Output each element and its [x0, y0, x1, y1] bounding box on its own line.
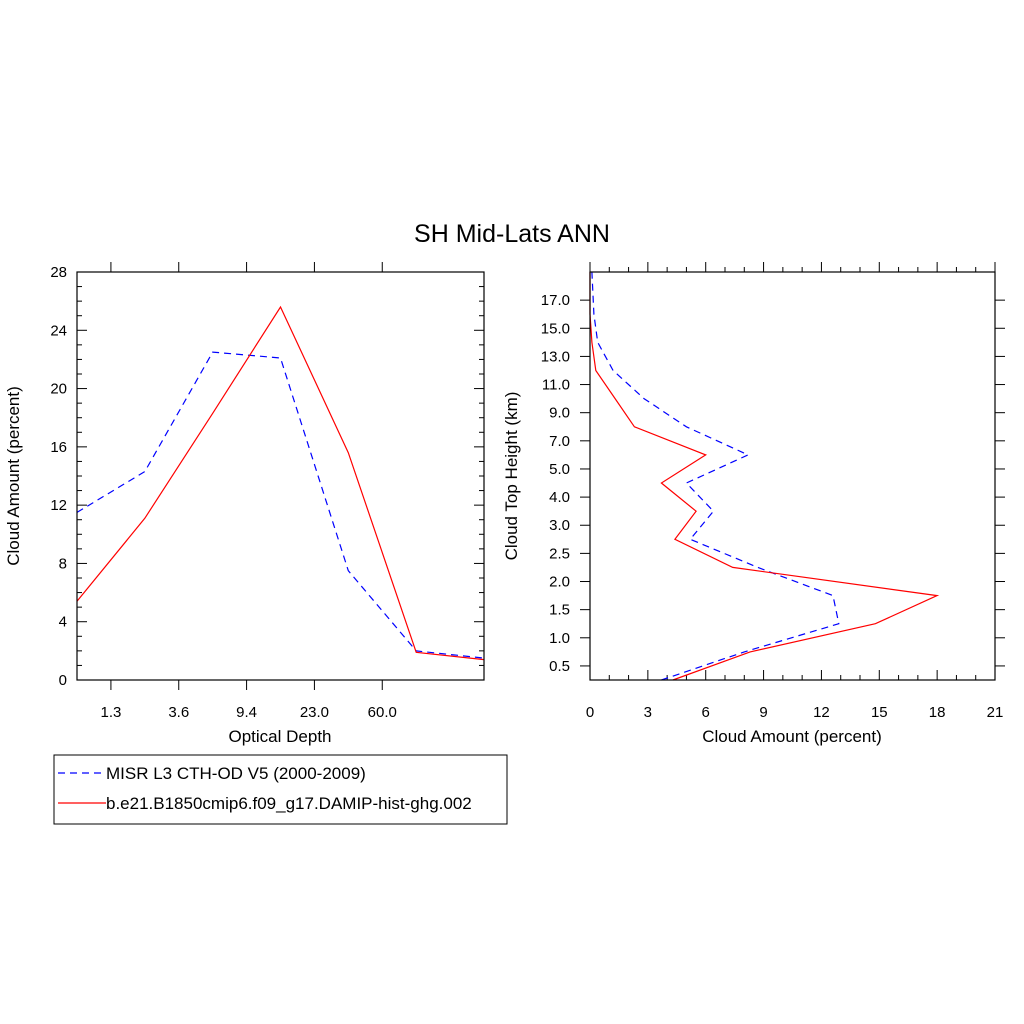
left-series-model-line — [76, 305, 485, 661]
right-y-tick-label: 3.0 — [549, 517, 570, 534]
left-x-tick-label: 23.0 — [300, 704, 329, 721]
right-x-tick-label: 21 — [987, 704, 1004, 721]
left-y-tick-label: 28 — [50, 264, 67, 281]
right-x-tick-label: 0 — [586, 704, 594, 721]
right-y-tick-label: 2.5 — [549, 545, 570, 562]
right-y-tick-label: 11.0 — [542, 377, 570, 394]
left-y-tick-label: 16 — [50, 439, 67, 456]
right-x-axis-label: Cloud Amount (percent) — [702, 727, 882, 746]
legend: MISR L3 CTH-OD V5 (2000-2009) b.e21.B185… — [53, 754, 508, 825]
left-series-obs-line — [76, 351, 485, 659]
legend-label-obs: MISR L3 CTH-OD V5 (2000-2009) — [106, 764, 366, 783]
right-plot-frame — [589, 271, 996, 681]
right-y-tick-label: 15.0 — [541, 320, 570, 337]
right-y-tick-label: 4.0 — [549, 489, 570, 506]
left-x-tick-label: 60.0 — [368, 704, 397, 721]
left-x-tick-label: 3.6 — [168, 704, 189, 721]
left-y-tick-label: 0 — [59, 672, 67, 689]
legend-label-model: b.e21.B1850cmip6.f09_g17.DAMIP-hist-ghg.… — [106, 794, 472, 813]
right-y-tick-label: 2.0 — [549, 574, 570, 591]
right-x-tick-label: 6 — [702, 704, 710, 721]
right-y-tick-label: 13.0 — [541, 348, 570, 365]
right-panel: 0.5 1.0 1.5 2.0 2.5 3.0 4.0 5.0 7.0 9.0 11.0 13.0 15… — [502, 262, 1005, 746]
left-plot-frame — [76, 271, 485, 681]
right-y-tick-label: 17.0 — [541, 292, 570, 309]
legend-box — [53, 754, 508, 825]
left-x-axis-label: Optical Depth — [229, 727, 332, 746]
right-x-tick-label: 15 — [871, 704, 888, 721]
right-x-tick-label: 18 — [929, 704, 946, 721]
right-y-tick-label: 7.0 — [549, 433, 570, 450]
right-y-axis-label: Cloud Top Height (km) — [502, 392, 521, 561]
left-y-tick-label: 8 — [59, 555, 67, 572]
chart-title: SH Mid-Lats ANN — [414, 220, 610, 248]
right-x-tick-label: 9 — [759, 704, 767, 721]
right-y-tick-label: 1.0 — [549, 630, 570, 647]
left-y-axis-label: Cloud Amount (percent) — [4, 386, 23, 566]
left-y-tick-label: 4 — [59, 614, 67, 631]
left-y-tick-label: 24 — [50, 322, 67, 339]
left-x-tick-label: 9.4 — [236, 704, 257, 721]
left-panel: 0 4 8 12 16 20 24 28 1.3 3.6 9.4 23.0 60.0 Optical D… — [4, 262, 485, 746]
right-y-tick-label: 0.5 — [549, 658, 570, 675]
right-series-model-line — [589, 272, 940, 681]
right-series-obs-line — [591, 271, 840, 681]
right-y-tick-label: 1.5 — [549, 602, 570, 619]
right-x-tick-label: 3 — [644, 704, 652, 721]
right-x-tick-label: 12 — [813, 704, 830, 721]
left-x-tick-label: 1.3 — [100, 704, 121, 721]
right-y-tick-label: 5.0 — [549, 461, 570, 478]
left-y-tick-label: 12 — [50, 497, 67, 514]
left-y-tick-label: 20 — [50, 381, 67, 398]
right-y-tick-label: 9.0 — [549, 405, 570, 422]
